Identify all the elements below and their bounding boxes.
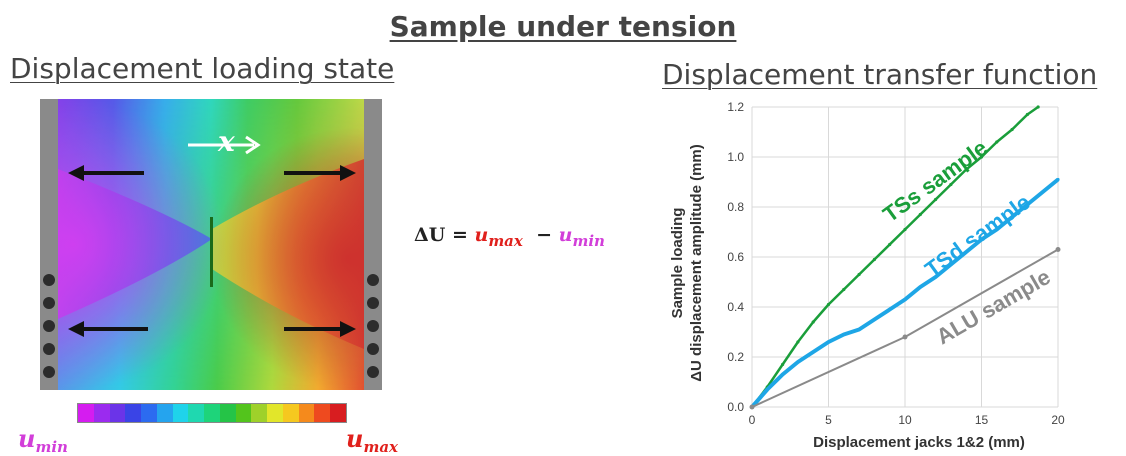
equation-lhs: ΔU <box>414 224 446 246</box>
colorbar-swatch <box>188 404 205 422</box>
y-tick-label: 1.2 <box>727 100 744 114</box>
data-point <box>1025 202 1029 207</box>
data-point <box>903 297 907 302</box>
data-point <box>979 237 984 242</box>
data-point <box>934 275 938 279</box>
data-point <box>872 257 876 262</box>
load-arrow-top-left <box>68 165 144 181</box>
x-tick-label: 15 <box>975 413 989 427</box>
y-axis-label-line2: ΔU displacement amplitude (mm) <box>688 144 705 382</box>
data-point <box>826 302 831 307</box>
x-tick-label: 0 <box>749 413 756 427</box>
data-point <box>949 262 953 267</box>
displacement-field-image: x <box>40 99 382 390</box>
y-tick-label: 1.0 <box>727 150 744 164</box>
y-tick-label: 0.4 <box>727 300 744 314</box>
figure-title: Sample under tension <box>389 10 737 43</box>
x-axis-symbol: x <box>218 125 235 158</box>
y-axis-label-line1: Sample loading <box>669 208 686 319</box>
equation-u-max: umax <box>474 224 523 250</box>
colorbar-swatch <box>93 404 110 422</box>
data-point <box>995 227 999 232</box>
data-point <box>857 327 861 332</box>
y-tick-label: 0.2 <box>727 350 744 364</box>
y-tick-label: 0.0 <box>727 400 744 414</box>
load-arrow-bottom-left <box>68 321 148 337</box>
data-point <box>1010 127 1014 132</box>
data-point <box>888 307 892 312</box>
crack-line <box>210 217 213 287</box>
data-point <box>903 227 907 232</box>
colorbar-swatch <box>282 404 299 422</box>
equation-equals: = <box>451 224 468 246</box>
colorbar-swatch <box>204 404 220 422</box>
colorbar-swatch <box>219 404 236 422</box>
colorbar-min-label: umin <box>18 424 68 456</box>
colorbar-swatch <box>125 404 142 422</box>
data-point <box>902 334 908 340</box>
tss-series-line <box>751 105 1039 408</box>
colorbar-swatch <box>251 404 268 422</box>
y-tick-label: 0.6 <box>727 250 744 264</box>
colorbar-swatch <box>298 404 315 422</box>
data-point <box>964 167 968 172</box>
colorbar-swatch <box>235 404 252 422</box>
data-point <box>1025 112 1029 117</box>
colorbar-swatch <box>109 404 126 422</box>
colorbar-swatch <box>314 404 331 422</box>
colorbar-swatch <box>141 404 157 422</box>
data-point <box>796 340 800 344</box>
data-point <box>995 140 999 144</box>
colorbar-swatch <box>78 404 94 422</box>
colorbar <box>77 403 347 423</box>
data-point <box>934 197 938 202</box>
data-point <box>1010 215 1014 219</box>
colorbar-swatch <box>172 404 189 422</box>
y-tick-label: 0.8 <box>727 200 744 214</box>
data-point <box>1036 105 1040 109</box>
data-point <box>918 285 922 289</box>
transfer-function-chart: 0 5 10 15 20 0.0 0.2 0.4 0.6 0.8 1.0 1.2 Displaceme… <box>669 100 1065 451</box>
data-point <box>826 340 831 344</box>
data-point <box>888 242 892 247</box>
colorbar-max-label: umax <box>346 424 398 456</box>
data-point <box>918 212 922 217</box>
load-arrow-bottom-right <box>284 321 356 337</box>
equation-u-min: umin <box>558 224 605 250</box>
data-point <box>811 320 815 324</box>
x-tick-label: 5 <box>825 413 832 427</box>
data-point <box>872 317 876 322</box>
data-point <box>781 372 785 377</box>
load-arrow-top-right <box>284 165 356 181</box>
data-point <box>765 387 769 392</box>
data-point <box>979 155 984 159</box>
data-point <box>842 287 846 292</box>
delta-u-equation: ΔU = umax − umin <box>414 224 605 250</box>
data-point <box>1041 190 1045 194</box>
series-label-tsd: TSd sample <box>920 189 1035 282</box>
x-axis-label: Displacement jacks 1&2 (mm) <box>813 434 1025 451</box>
data-point <box>842 332 846 337</box>
data-point <box>964 250 968 254</box>
equation-minus: − <box>536 224 553 246</box>
data-point <box>781 362 785 367</box>
colorbar-swatch <box>267 404 283 422</box>
colorbar-swatch <box>156 404 173 422</box>
right-panel-title: Displacement transfer function <box>662 58 1098 91</box>
left-panel-title: Displacement loading state <box>10 52 395 85</box>
left-frame-bar <box>40 99 58 390</box>
data-point <box>1055 247 1061 252</box>
right-frame-bar <box>364 99 382 390</box>
series-label-tss: TSs sample <box>878 135 992 227</box>
data-point <box>796 360 800 364</box>
data-point <box>857 272 861 277</box>
x-tick-label: 10 <box>898 413 912 427</box>
data-point <box>811 350 815 354</box>
colorbar-swatch <box>330 404 347 422</box>
data-point <box>1056 177 1060 182</box>
x-tick-label: 20 <box>1051 413 1065 427</box>
x-direction-arrow <box>188 135 261 155</box>
data-point <box>749 404 755 410</box>
data-point <box>949 182 953 187</box>
